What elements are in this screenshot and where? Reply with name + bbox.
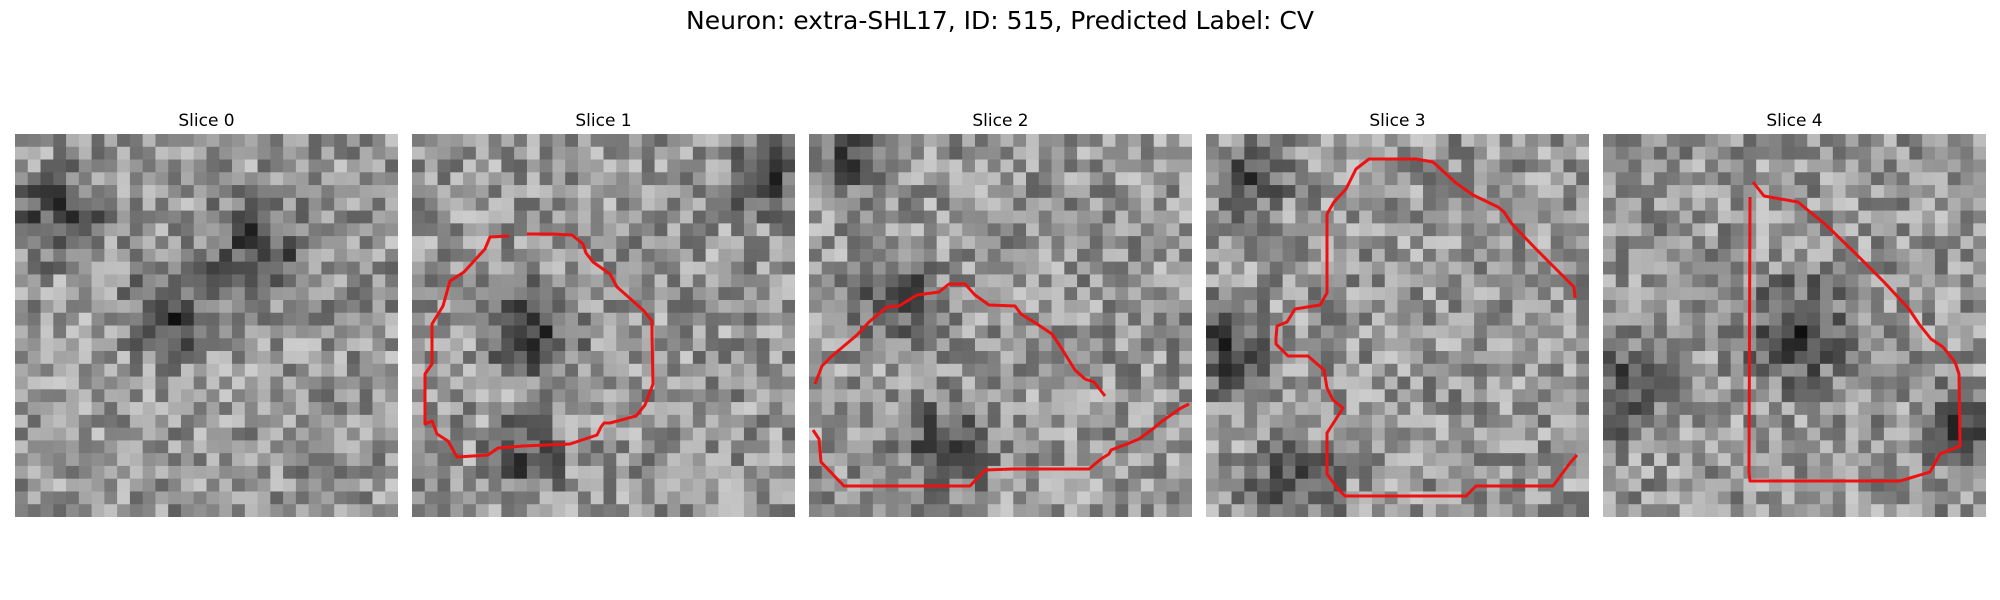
- slice-image-2: [809, 134, 1192, 517]
- slice-panel-1: Slice 1: [412, 110, 795, 517]
- segmentation-contour-2b: [811, 402, 1190, 488]
- slice-heatmap-1: [412, 134, 795, 517]
- slice-heatmap-4: [1603, 134, 1986, 517]
- figure-title: Neuron: extra-SHL17, ID: 515, Predicted …: [686, 6, 1314, 35]
- slice-heatmap-0: [15, 134, 398, 517]
- slice-image-0: [15, 134, 398, 517]
- segmentation-contour-3: [1274, 157, 1579, 498]
- slice-panel-4: Slice 4: [1603, 110, 1986, 517]
- slice-title-0: Slice 0: [178, 111, 235, 131]
- segmentation-contour-4: [1747, 181, 1962, 483]
- slice-title-1: Slice 1: [575, 111, 632, 131]
- slice-heatmap-2: [809, 134, 1192, 517]
- slice-title-2: Slice 2: [972, 111, 1029, 131]
- slice-image-3: [1206, 134, 1589, 517]
- slice-title-4: Slice 4: [1766, 111, 1823, 131]
- segmentation-contour-1: [423, 232, 655, 459]
- slice-title-3: Slice 3: [1369, 111, 1426, 131]
- slice-image-4: [1603, 134, 1986, 517]
- slice-panel-3: Slice 3: [1206, 110, 1589, 517]
- slice-panel-0: Slice 0: [15, 110, 398, 517]
- slice-panel-2: Slice 2: [809, 110, 1192, 517]
- slice-heatmap-3: [1206, 134, 1589, 517]
- segmentation-contour-2: [813, 282, 1107, 397]
- slice-image-1: [412, 134, 795, 517]
